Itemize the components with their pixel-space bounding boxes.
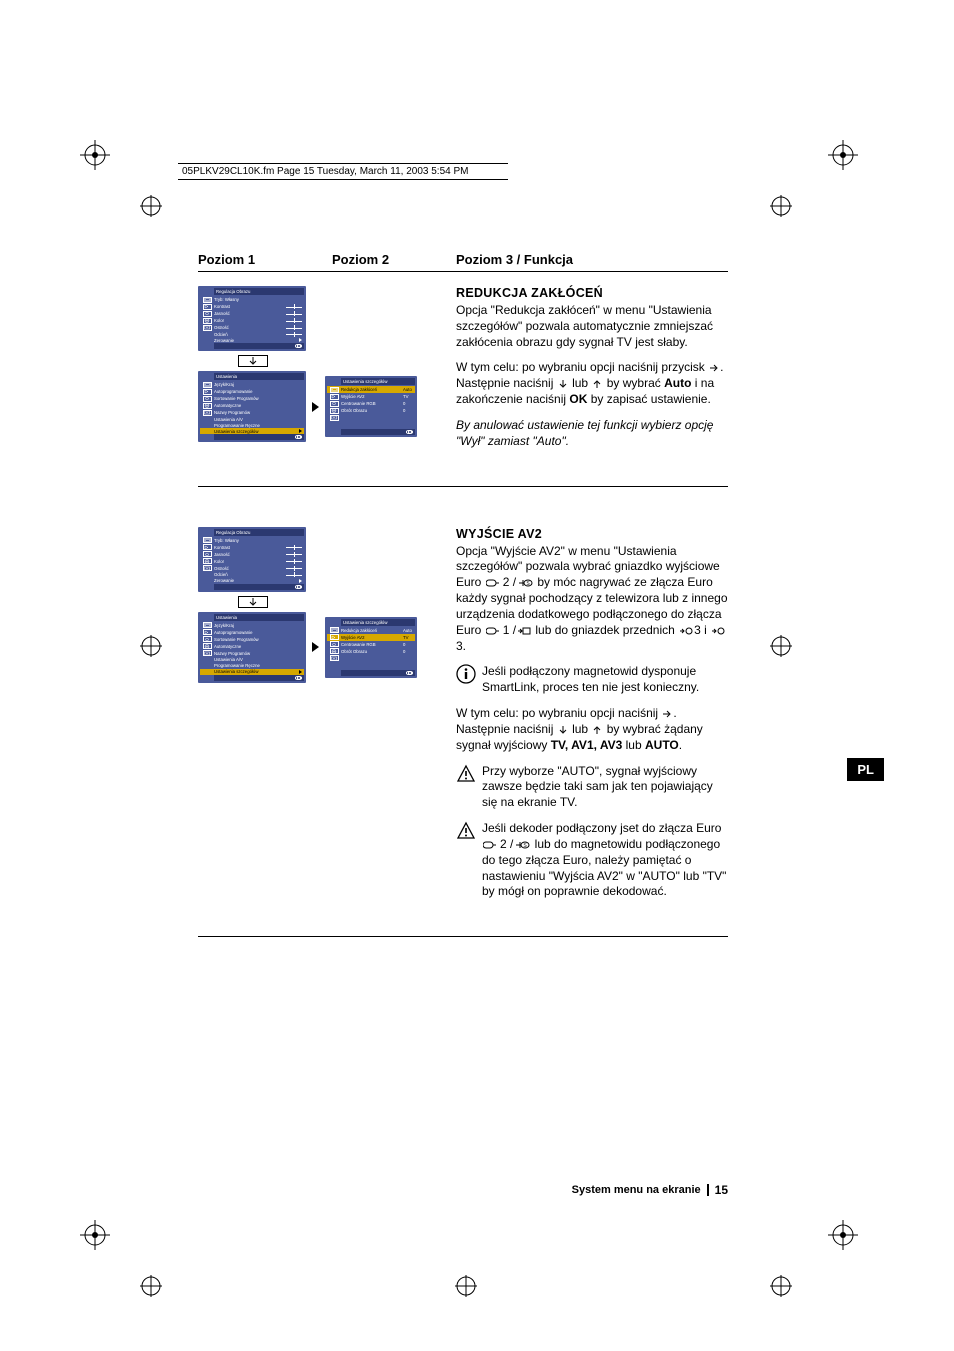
- osd-picture-menu: Regulacja ObrazuTryb: WłasnyKontrastJasn…: [198, 527, 456, 592]
- note-text: Przy wyborze "AUTO", sygnał wyjściowy za…: [482, 764, 728, 811]
- crop-mark-icon: [828, 140, 858, 170]
- section-av2-output: Regulacja ObrazuTryb: WłasnyKontrastJasn…: [198, 527, 728, 938]
- arrow-down-icon: [558, 725, 568, 735]
- column-headers: Poziom 1 Poziom 2 Poziom 3 / Funkcja: [198, 252, 728, 272]
- warning-icon: [456, 821, 476, 841]
- osd-detail-menu: Ustawienia szczegółówRedukcja zakłóceńAu…: [325, 617, 417, 678]
- arrow-right-icon: [709, 363, 719, 373]
- body-text-italic: By anulować ustawienie tej funkcji wybie…: [456, 418, 728, 450]
- registration-target-icon: [455, 1275, 477, 1297]
- page-number: 15: [715, 1183, 728, 1197]
- osd-setup-menu: UstawieniaJęzyk/KrajAutoprogramowanieSor…: [198, 371, 306, 442]
- body-text: W tym celu: po wybraniu opcji naciśnij .…: [456, 706, 728, 753]
- body-text: W tym celu: po wybraniu opcji naciśnij p…: [456, 360, 728, 407]
- body-text: Opcja "Wyjście AV2" w menu "Ustawienia s…: [456, 544, 728, 655]
- registration-target-icon: [140, 1275, 162, 1297]
- flow-arrow-icon: [312, 642, 319, 652]
- info-note: Jeśli podłączony magnetowid dysponuje Sm…: [456, 664, 728, 696]
- note-text: Jeśli podłączony magnetowid dysponuje Sm…: [482, 664, 728, 696]
- arrow-up-icon: [592, 379, 602, 389]
- crop-mark-icon: [80, 140, 110, 170]
- osd-detail-menu: Ustawienia szczegółówRedukcja zakłóceńAu…: [325, 376, 417, 437]
- page-header-meta: 05PLKV29CL10K.fm Page 15 Tuesday, March …: [178, 163, 508, 180]
- section-heading: REDUKCJA ZAKŁÓCEŃ: [456, 286, 728, 300]
- jack-in-icon: [679, 626, 693, 636]
- warning-note: Jeśli dekoder podłączony jset do złącza …: [456, 821, 728, 900]
- warning-note: Przy wyborze "AUTO", sygnał wyjściowy za…: [456, 764, 728, 811]
- flow-arrow-icon: [312, 402, 319, 412]
- info-icon: [456, 664, 476, 684]
- osd-picture-menu: Regulacja ObrazuTryb: WłasnyKontrastJasn…: [198, 286, 456, 351]
- registration-target-icon: [770, 1275, 792, 1297]
- registration-target-icon: [140, 195, 162, 217]
- scart-icon: [486, 578, 502, 588]
- note-text: Jeśli dekoder podłączony jset do złącza …: [482, 821, 728, 900]
- arrow-down-icon: [558, 379, 568, 389]
- arrow-right-icon: [662, 709, 672, 719]
- down-arrow-icon: [238, 596, 268, 608]
- warning-icon: [456, 764, 476, 784]
- arrow-up-icon: [592, 725, 602, 735]
- smartlink-icon: S: [517, 578, 533, 588]
- jack-in-icon: [711, 626, 725, 636]
- language-tab: PL: [847, 758, 884, 781]
- page-footer: System menu na ekranie 15: [198, 1183, 728, 1197]
- scart-icon: [483, 840, 499, 850]
- footer-title: System menu na ekranie: [572, 1184, 701, 1196]
- footer-separator: [707, 1184, 709, 1196]
- in-icon: [517, 626, 531, 636]
- osd-setup-menu: UstawieniaJęzyk/KrajAutoprogramowanieSor…: [198, 612, 306, 683]
- section-heading: WYJŚCIE AV2: [456, 527, 728, 541]
- section-noise-reduction: Regulacja ObrazuTryb: WłasnyKontrastJasn…: [198, 286, 728, 487]
- registration-target-icon: [140, 635, 162, 657]
- scart-icon: [486, 626, 502, 636]
- registration-target-icon: [770, 635, 792, 657]
- registration-target-icon: [770, 195, 792, 217]
- col1-header: Poziom 1: [198, 252, 332, 267]
- smartlink-icon: S: [514, 840, 530, 850]
- crop-mark-icon: [80, 1220, 110, 1250]
- body-text: Opcja "Redukcja zakłóceń" w menu "Ustawi…: [456, 303, 728, 350]
- col2-header: Poziom 2: [332, 252, 456, 267]
- crop-mark-icon: [828, 1220, 858, 1250]
- col3-header: Poziom 3 / Funkcja: [456, 252, 728, 267]
- down-arrow-icon: [238, 355, 268, 367]
